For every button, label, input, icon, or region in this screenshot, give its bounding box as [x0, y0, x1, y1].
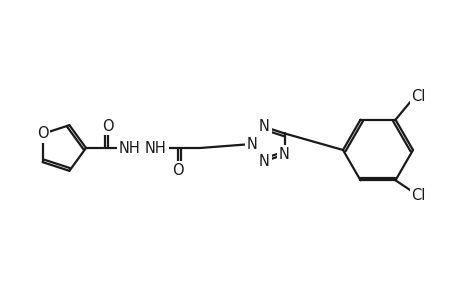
Text: NH: NH	[119, 140, 140, 155]
Text: Cl: Cl	[410, 89, 425, 104]
Text: N: N	[246, 136, 257, 152]
Text: O: O	[37, 126, 48, 141]
Text: Cl: Cl	[410, 188, 425, 203]
Text: O: O	[172, 163, 184, 178]
Text: O: O	[102, 118, 113, 134]
Text: NH: NH	[145, 140, 167, 155]
Text: N: N	[258, 119, 269, 134]
Text: N: N	[279, 147, 289, 162]
Text: N: N	[258, 154, 269, 169]
